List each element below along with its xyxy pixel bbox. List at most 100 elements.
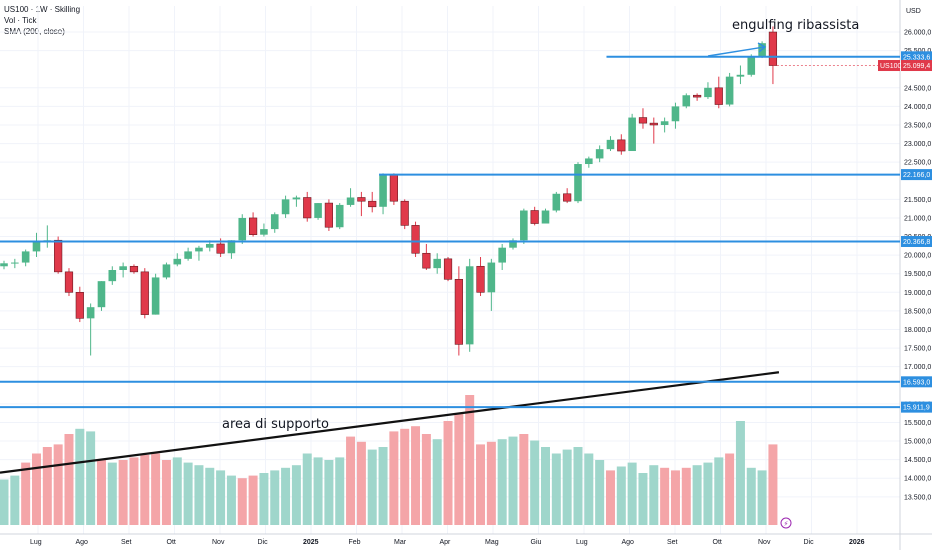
candle-body[interactable] <box>97 281 106 308</box>
candle-body[interactable] <box>541 210 550 224</box>
volume-bar <box>259 473 269 525</box>
candle-body[interactable] <box>498 247 506 263</box>
candle-body[interactable] <box>574 164 582 202</box>
x-tick-label: Ago <box>622 539 635 546</box>
candle-body[interactable] <box>563 193 572 202</box>
candle-body[interactable] <box>129 265 139 273</box>
y-tick-label: 21.000,0 <box>904 215 931 222</box>
y-tick-label: 19.000,0 <box>904 290 931 297</box>
candle-body[interactable] <box>184 251 192 259</box>
candle-body[interactable] <box>173 258 182 265</box>
candle-body[interactable] <box>248 217 258 235</box>
candle-body[interactable] <box>595 149 604 159</box>
candle-body[interactable] <box>704 87 712 98</box>
candle-body[interactable] <box>454 278 463 345</box>
candle-body[interactable] <box>21 251 30 263</box>
candle-body[interactable] <box>335 204 344 228</box>
candle-body[interactable] <box>747 56 756 75</box>
candle-body[interactable] <box>75 292 84 319</box>
candle-body[interactable] <box>530 210 539 224</box>
y-tick-label: 17.500,0 <box>904 346 931 353</box>
candle-body[interactable] <box>227 240 236 254</box>
arrow-line[interactable] <box>707 46 765 57</box>
candle-body[interactable] <box>693 94 702 98</box>
candle-body[interactable] <box>119 266 127 270</box>
volume-bar <box>584 453 594 525</box>
candle-body[interactable] <box>671 106 680 122</box>
volume-bar <box>476 444 486 525</box>
volume-bar <box>226 475 236 525</box>
candle-body[interactable] <box>660 121 669 125</box>
legend-sma[interactable]: SMA (200, close) <box>4 27 65 36</box>
candle-body[interactable] <box>638 117 648 124</box>
candle-body[interactable] <box>422 252 431 269</box>
volume-bar <box>486 441 496 525</box>
candle-body[interactable] <box>162 264 171 278</box>
volume-bar <box>75 428 85 525</box>
candle-body[interactable] <box>520 210 528 241</box>
annotation-support-area[interactable]: area di supporto <box>222 417 329 432</box>
candle-body[interactable] <box>314 203 322 218</box>
candle-body[interactable] <box>216 243 225 254</box>
candle-body[interactable] <box>324 202 334 228</box>
candle-body[interactable] <box>292 197 301 200</box>
legend-symbol[interactable]: US100 · 1W · Skilling <box>4 5 81 14</box>
candle-body[interactable] <box>54 239 63 273</box>
candle-body[interactable] <box>509 240 517 248</box>
current-price-label: 25.099,4 <box>903 63 930 70</box>
candle-body[interactable] <box>32 242 41 252</box>
candle-body[interactable] <box>260 229 268 235</box>
candle-body[interactable] <box>281 199 290 215</box>
candle-body[interactable] <box>238 217 247 241</box>
candle-body[interactable] <box>303 197 312 219</box>
candle-body[interactable] <box>487 262 496 293</box>
sma-line[interactable] <box>0 371 780 474</box>
lightning-icon: ⚡ <box>784 520 789 528</box>
candle-body[interactable] <box>11 262 19 264</box>
candle-body[interactable] <box>411 225 420 254</box>
candle-body[interactable] <box>151 277 160 315</box>
candle-body[interactable] <box>389 174 398 202</box>
event-marker-icon[interactable] <box>780 517 792 529</box>
candle-body[interactable] <box>64 271 74 293</box>
candle-body[interactable] <box>443 258 453 280</box>
candle-body[interactable] <box>368 200 377 208</box>
volume-bar <box>660 467 670 525</box>
candle-body[interactable] <box>585 158 593 165</box>
candle-body[interactable] <box>617 139 626 152</box>
candle-body[interactable] <box>433 258 441 269</box>
candle-body[interactable] <box>725 76 734 105</box>
volume-bar <box>768 444 778 525</box>
candle-body[interactable] <box>768 31 778 66</box>
y-tick-label: 19.500,0 <box>904 271 931 278</box>
candle-body[interactable] <box>552 193 561 211</box>
volume-bar <box>562 449 572 525</box>
volume-bar <box>324 460 334 525</box>
candle-body[interactable] <box>357 197 366 202</box>
candle-body[interactable] <box>108 270 117 282</box>
candle-body[interactable] <box>628 117 636 152</box>
candle-body[interactable] <box>379 175 387 207</box>
volume-bar <box>573 447 583 525</box>
annotation-engulfing[interactable]: engulfing ribassista <box>732 18 859 33</box>
candle-body[interactable] <box>400 200 409 226</box>
x-tick-label: Set <box>121 539 132 546</box>
legend-volume[interactable]: Vol · Tick <box>4 16 37 25</box>
candle-body[interactable] <box>0 263 8 267</box>
candle-body[interactable] <box>606 139 615 150</box>
candle-body[interactable] <box>682 95 691 107</box>
candle-body[interactable] <box>465 266 474 345</box>
candle-body[interactable] <box>476 265 485 293</box>
candle-body[interactable] <box>346 197 355 205</box>
candle-body[interactable] <box>195 247 203 252</box>
candle-body[interactable] <box>205 243 214 248</box>
candle-body[interactable] <box>736 74 745 77</box>
symbol-tag <box>878 60 900 72</box>
candle-body[interactable] <box>714 87 723 105</box>
candle-body[interactable] <box>649 122 658 126</box>
x-tick-label: Lug <box>30 539 42 546</box>
candle-body[interactable] <box>140 271 149 315</box>
candle-body[interactable] <box>86 307 95 319</box>
candle-body[interactable] <box>270 214 279 230</box>
